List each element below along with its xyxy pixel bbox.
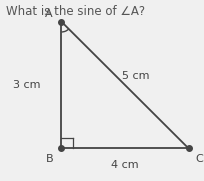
Text: C: C (194, 154, 202, 164)
Text: 3 cm: 3 cm (13, 80, 40, 90)
Text: What is the sine of ∠A?: What is the sine of ∠A? (6, 5, 145, 18)
Text: 4 cm: 4 cm (111, 160, 138, 170)
Text: 5 cm: 5 cm (121, 71, 148, 81)
Text: B: B (45, 154, 53, 164)
Text: A: A (45, 9, 53, 20)
